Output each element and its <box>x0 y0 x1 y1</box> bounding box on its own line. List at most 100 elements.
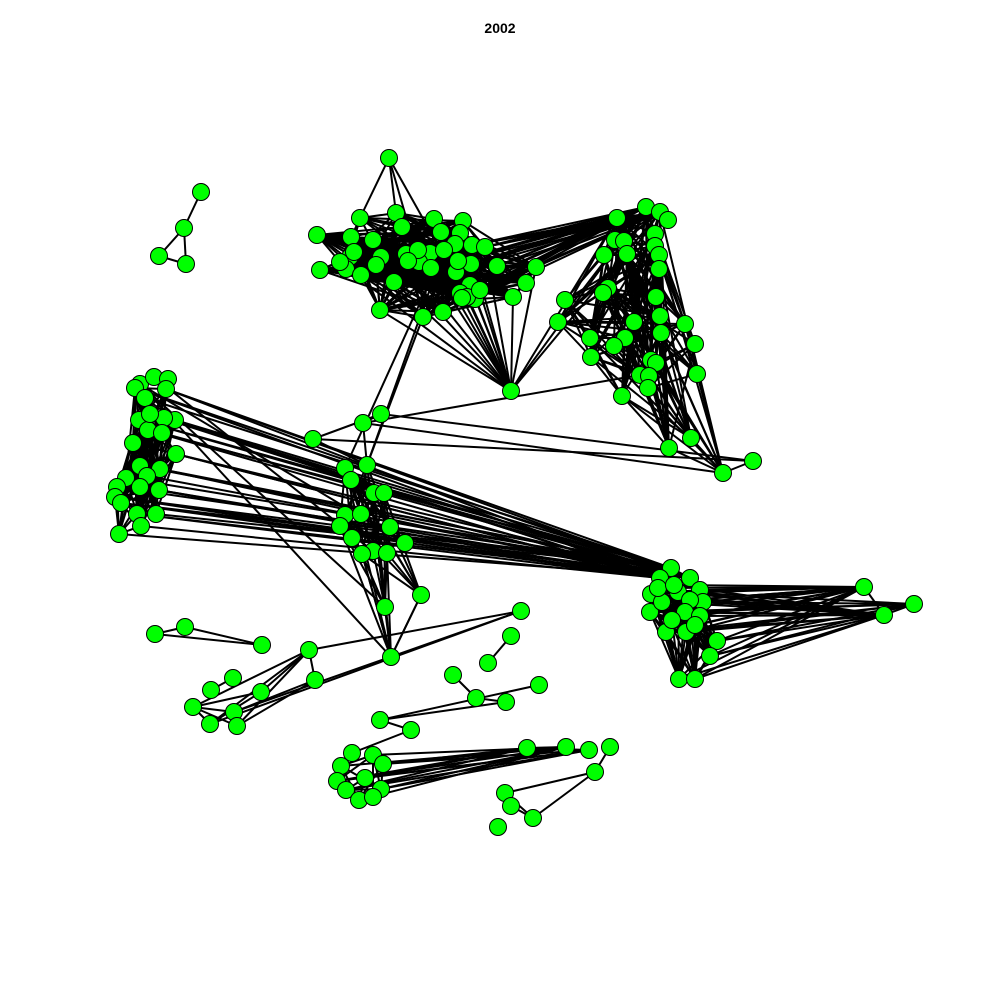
graph-node <box>502 797 520 815</box>
graph-node <box>744 452 762 470</box>
graph-edge <box>136 513 691 579</box>
graph-edge <box>589 337 724 474</box>
graph-node <box>905 595 923 613</box>
graph-edge <box>504 771 596 794</box>
graph-node <box>613 387 631 405</box>
graph-node <box>708 632 726 650</box>
graph-edge <box>621 395 670 449</box>
graph-edge <box>358 746 567 801</box>
graph-edge <box>312 438 754 462</box>
graph-edge <box>557 315 661 323</box>
graph-node <box>414 308 432 326</box>
graph-node <box>252 683 270 701</box>
graph-node <box>625 313 643 331</box>
graph-node <box>580 741 598 759</box>
graph-node <box>201 715 219 733</box>
graph-node <box>488 257 506 275</box>
graph-node <box>476 238 494 256</box>
graph-edge <box>564 254 605 301</box>
graph-edge <box>564 299 661 317</box>
graph-edge <box>154 633 263 646</box>
graph-node <box>124 434 142 452</box>
graph-node <box>132 517 150 535</box>
graph-node <box>184 698 202 716</box>
graph-node <box>650 260 668 278</box>
graph-edge <box>360 274 424 318</box>
graph-node <box>371 711 389 729</box>
graph-edge <box>621 395 692 439</box>
graph-node <box>381 518 399 536</box>
graph-node <box>676 315 694 333</box>
graph-edge <box>407 260 512 392</box>
graph-node <box>518 739 536 757</box>
graph-edge <box>361 553 422 596</box>
graph-node <box>228 717 246 735</box>
graph-edge <box>390 594 422 658</box>
graph-node <box>663 611 681 629</box>
graph-node <box>331 517 349 535</box>
graph-edge <box>359 157 390 219</box>
graph-edge <box>589 337 623 397</box>
graph-edge <box>532 771 596 819</box>
graph-edge <box>379 309 512 392</box>
graph-node <box>701 647 719 665</box>
graph-edge <box>442 249 445 313</box>
graph-edge <box>379 684 540 721</box>
graph-node <box>393 218 411 236</box>
graph-node <box>358 456 376 474</box>
graph-node <box>136 389 154 407</box>
graph-node <box>449 252 467 270</box>
graph-edge <box>351 729 412 754</box>
graph-edge <box>660 332 670 449</box>
graph-node <box>517 274 535 292</box>
graph-edge <box>308 610 522 651</box>
graph-node <box>502 627 520 645</box>
graph-node <box>434 303 452 321</box>
graph-node <box>342 471 360 489</box>
graph-edge <box>510 296 514 392</box>
graph-node <box>714 464 732 482</box>
graph-edge <box>590 356 692 439</box>
graph-node <box>651 307 669 325</box>
graph-edge <box>364 747 528 779</box>
graph-node <box>686 670 704 688</box>
graph-edge <box>393 281 444 313</box>
graph-node <box>582 348 600 366</box>
graph-node <box>549 313 567 331</box>
graph-edge <box>694 586 865 626</box>
graph-edge <box>694 586 865 680</box>
graph-node <box>332 757 350 775</box>
graph-node <box>670 670 688 688</box>
graph-edge <box>350 218 435 238</box>
graph-edge <box>209 610 522 725</box>
graph-node <box>681 569 699 587</box>
graph-edge <box>461 297 512 392</box>
graph-node <box>402 721 420 739</box>
graph-node <box>311 261 329 279</box>
graph-node <box>353 545 371 563</box>
graph-node <box>453 289 471 307</box>
graph-node <box>649 579 667 597</box>
graph-edge <box>125 387 136 479</box>
graph-node <box>639 379 657 397</box>
graph-node <box>354 414 372 432</box>
graph-node <box>308 226 326 244</box>
graph-node <box>432 223 450 241</box>
graph-edge <box>372 550 386 608</box>
graph-edge <box>564 254 660 301</box>
graph-edge <box>366 316 424 466</box>
graph-node <box>497 693 515 711</box>
graph-node <box>665 576 683 594</box>
graph-edge <box>345 268 512 392</box>
graph-node <box>337 781 355 799</box>
graph-edge <box>139 486 691 579</box>
graph-edge <box>401 226 461 234</box>
graph-edge <box>375 264 463 299</box>
graph-node <box>253 636 271 654</box>
graph-node <box>304 430 322 448</box>
graph-node <box>412 586 430 604</box>
graph-node <box>471 281 489 299</box>
graph-node <box>688 365 706 383</box>
graph-node <box>146 625 164 643</box>
